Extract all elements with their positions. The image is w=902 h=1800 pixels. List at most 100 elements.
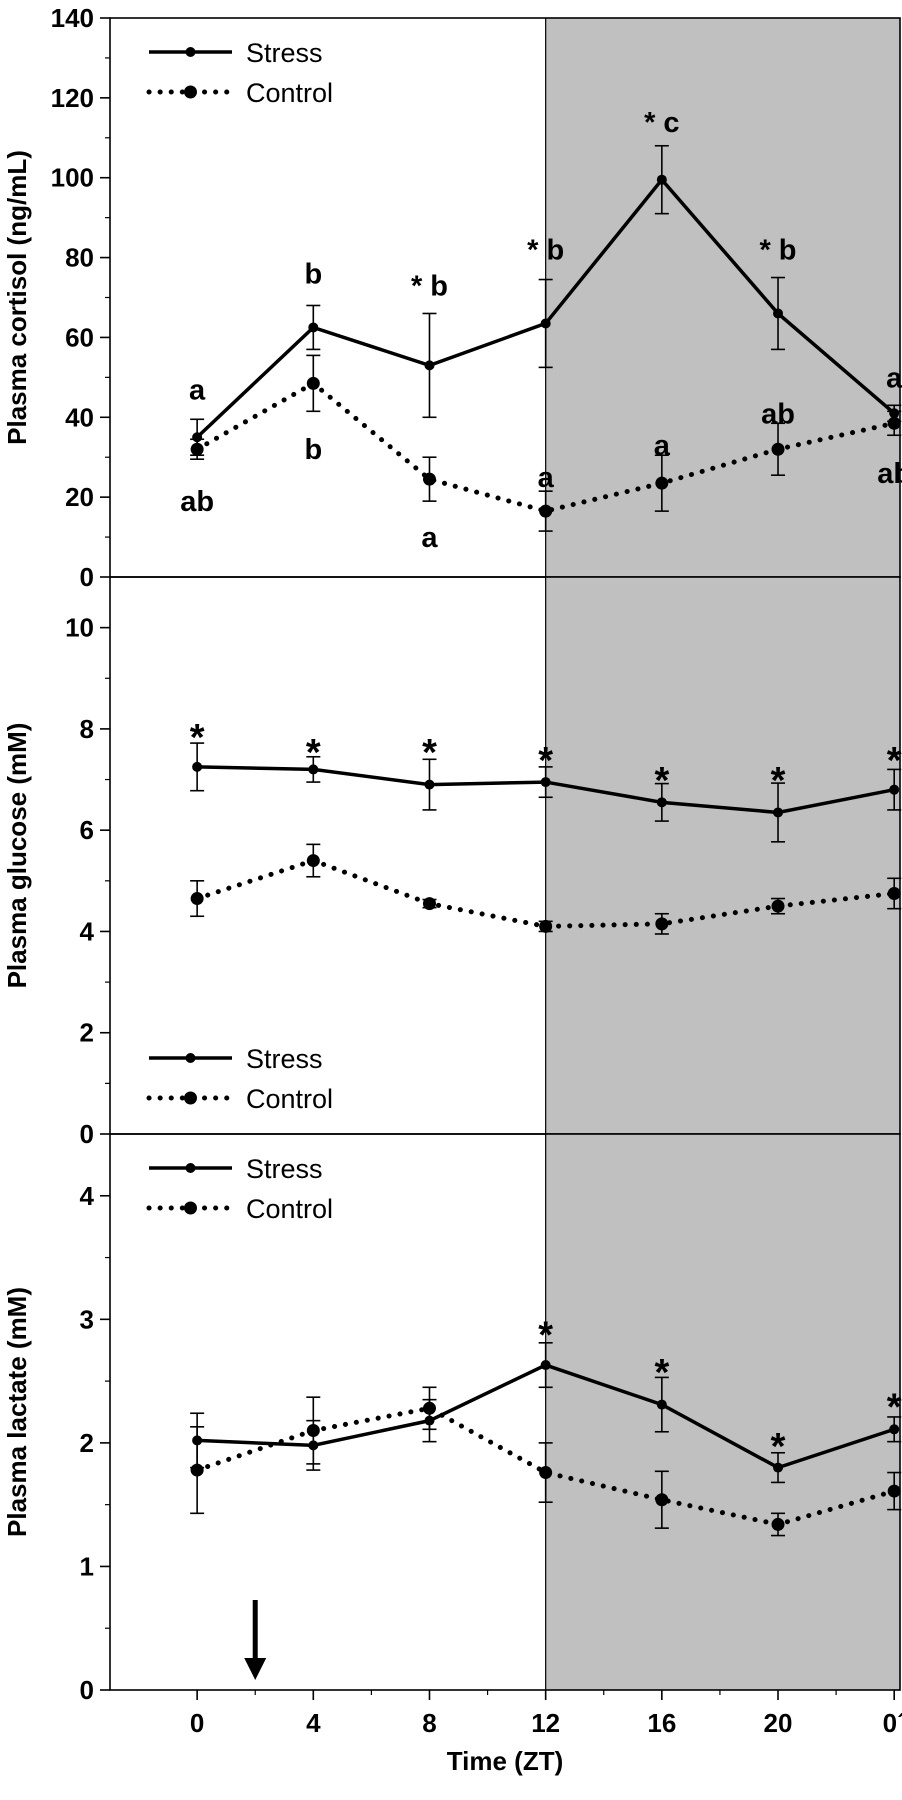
significance-label: * (538, 1315, 553, 1357)
dark-phase-shading (545, 577, 900, 1134)
y-tick-label: 4 (80, 916, 95, 946)
y-tick-label: 0 (80, 1119, 94, 1149)
data-point (539, 1466, 553, 1480)
significance-label: * (306, 732, 321, 774)
x-tick-label: 4 (306, 1708, 321, 1738)
legend: Stress Control (146, 1044, 333, 1114)
data-point (887, 1484, 901, 1498)
significance-label: * (654, 1352, 669, 1394)
significance-label: * (654, 760, 669, 802)
y-tick-label: 10 (65, 613, 94, 643)
series-control (190, 1386, 902, 1537)
panel-2: 0 2 4 6 8 10 Plasma glucose (mM) * * * * * * * Stress C… (2, 576, 902, 1149)
data-point (308, 764, 319, 775)
data-point (887, 416, 901, 430)
y-axis-label: Plasma cortisol (ng/mL) (2, 150, 32, 445)
data-point (655, 476, 669, 490)
y-tick-label: 80 (65, 243, 94, 273)
significance-label: * b (527, 235, 564, 267)
y-tick-label: 2 (80, 1428, 94, 1458)
significance-label: * b (759, 235, 796, 267)
significance-label: * (771, 1426, 786, 1468)
significance-label: * (538, 740, 553, 782)
data-point (190, 442, 204, 456)
data-point (771, 1517, 785, 1531)
y-tick-label: 120 (51, 83, 94, 113)
legend-label-control: Control (246, 1084, 333, 1114)
y-tick-label: 2 (80, 1018, 94, 1048)
x-tick-label: 12 (531, 1708, 560, 1738)
series-control (190, 843, 902, 935)
significance-label: * (771, 760, 786, 802)
y-tick-label: 3 (80, 1304, 94, 1334)
significance-label: * (190, 717, 205, 759)
y-tick-label: 100 (51, 163, 94, 193)
data-point (422, 472, 436, 486)
legend-marker-stress (185, 47, 196, 57)
y-tick-label: 0 (80, 1675, 94, 1705)
legend: Stress Control (146, 38, 333, 108)
panel-frame (109, 1133, 901, 1691)
y-tick-label: 60 (65, 322, 94, 352)
stress-arrow-head (244, 1658, 267, 1680)
legend-label-stress: Stress (246, 1154, 323, 1184)
y-tick-label: 8 (80, 714, 94, 744)
data-point (887, 886, 901, 900)
data-point (306, 854, 320, 868)
data-point (422, 897, 436, 911)
series-stress (190, 742, 902, 843)
significance-label: b (304, 259, 322, 291)
significance-label: a (886, 362, 902, 394)
x-tick-label: 16 (647, 1708, 676, 1738)
legend-marker-control (184, 85, 197, 99)
significance-label: ab (180, 486, 214, 518)
x-tick-label: 20 (764, 1708, 793, 1738)
panel-1: 0 20 40 60 80 100 120 140 Plasma cortisol (ng/mL… (2, 3, 902, 592)
x-tick-label: 8 (422, 1708, 436, 1738)
legend-marker-control (184, 1201, 197, 1215)
dark-phase-shading (545, 18, 900, 577)
legend-marker-stress (185, 1163, 196, 1173)
y-tick-label: 6 (80, 815, 94, 845)
x-axis-label: Time (ZT) (447, 1746, 564, 1776)
significance-label: * (887, 1386, 902, 1428)
data-point (192, 761, 203, 772)
legend: Stress Control (146, 1154, 333, 1224)
data-point (656, 797, 667, 808)
y-tick-label: 0 (80, 562, 94, 592)
y-tick-label: 20 (65, 482, 94, 512)
legend-label-stress: Stress (246, 38, 323, 68)
significance-label: ab (761, 398, 795, 430)
legend-label-control: Control (246, 1194, 333, 1224)
legend-label-control: Control (246, 78, 333, 108)
x-tick-label: 0 (190, 1708, 204, 1738)
legend-marker-stress (185, 1053, 196, 1063)
data-point (889, 784, 900, 795)
y-tick-label: 140 (51, 3, 94, 33)
data-point (306, 1424, 320, 1438)
significance-label: a (421, 522, 438, 554)
data-point (773, 1462, 784, 1473)
data-point (539, 919, 553, 933)
data-point (656, 174, 667, 185)
y-axis-label: Plasma glucose (mM) (2, 723, 32, 989)
data-point (773, 807, 784, 818)
data-point (540, 777, 551, 788)
significance-label: * (422, 732, 437, 774)
significance-label: a (538, 462, 555, 494)
data-point (190, 1463, 204, 1477)
data-point (424, 360, 435, 371)
significance-label: * c (644, 107, 679, 139)
data-point (773, 308, 784, 319)
y-tick-label: 40 (65, 402, 94, 432)
data-point (540, 318, 551, 329)
y-tick-label: 4 (80, 1181, 95, 1211)
dark-phase-shading (545, 1134, 900, 1690)
data-point (308, 322, 319, 333)
data-point (655, 917, 669, 931)
data-point (655, 1493, 669, 1507)
data-point (422, 1401, 436, 1415)
data-point (306, 376, 320, 390)
series-control (190, 354, 902, 532)
data-point (424, 779, 435, 790)
